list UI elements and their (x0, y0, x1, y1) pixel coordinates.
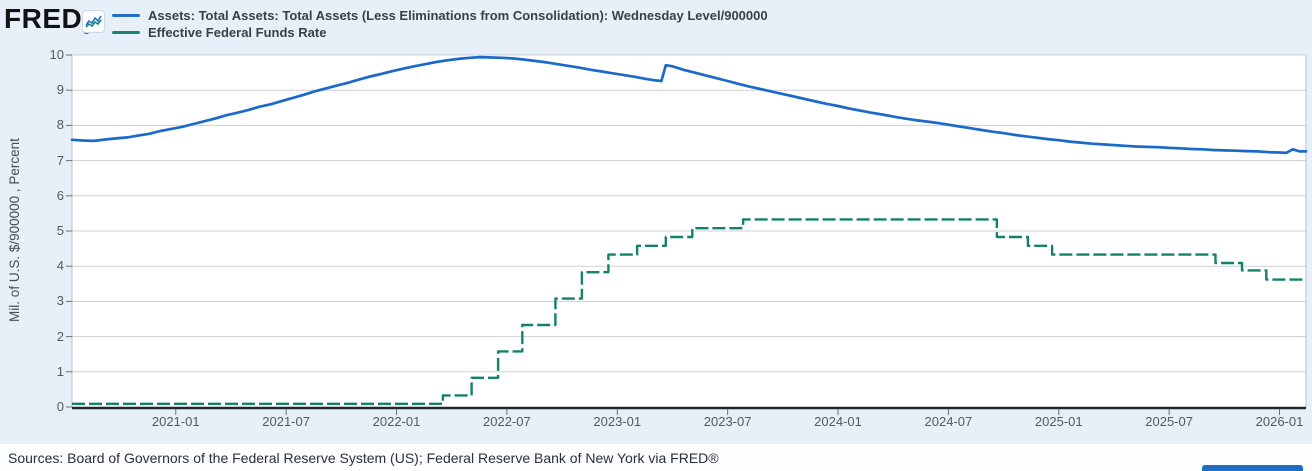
y-tick-label: 5 (56, 223, 64, 238)
series-line-effr (72, 218, 1306, 405)
y-tick-label: 3 (56, 293, 64, 309)
y-tick-label: 8 (56, 117, 64, 133)
legend-label-effr: Effective Federal Funds Rate (148, 25, 327, 40)
legend-label-assets: Assets: Total Assets: Total Assets (Less… (148, 8, 768, 23)
sources-footer: Sources: Board of Governors of the Feder… (0, 444, 1312, 471)
x-tick-label: 2022-07 (483, 414, 531, 429)
legend-item-effr[interactable]: Effective Federal Funds Rate (112, 24, 768, 41)
x-tick-label: 2022-01 (372, 414, 421, 429)
y-tick-label: 4 (56, 258, 64, 274)
fred-logo-text: FRED (4, 3, 83, 34)
legend-item-assets[interactable]: Assets: Total Assets: Total Assets (Less… (112, 7, 768, 24)
line-chart-icon (82, 10, 105, 33)
x-tick-label: 2024-07 (924, 414, 973, 429)
series-line-assets (70, 55, 1308, 155)
y-tick-label: 7 (56, 152, 64, 168)
legend-swatch-effr (112, 31, 140, 34)
x-tick-label: 2023-01 (593, 414, 642, 429)
partial-button-cutoff[interactable] (1202, 465, 1303, 471)
y-tick-label: 10 (49, 47, 64, 62)
y-tick-label: 9 (56, 82, 64, 98)
chart-legend: Assets: Total Assets: Total Assets (Less… (112, 7, 768, 41)
x-tick-label: 2026-01 (1255, 414, 1304, 429)
x-tick-label: 2023-07 (703, 414, 752, 429)
x-tick-label: 2025-07 (1145, 414, 1193, 429)
x-tick-label: 2025-01 (1034, 414, 1083, 429)
y-tick-label: 1 (56, 363, 64, 379)
x-tick-label: 2021-01 (151, 414, 200, 429)
y-tick-label: 2 (56, 328, 64, 344)
sources-text: Sources: Board of Governors of the Feder… (8, 449, 719, 466)
legend-swatch-assets (112, 14, 140, 17)
x-tick-label: 2021-07 (262, 414, 310, 429)
x-tick-label: 2024-01 (814, 414, 862, 429)
y-tick-label: 0 (56, 399, 64, 414)
y-tick-label: 6 (56, 187, 64, 203)
